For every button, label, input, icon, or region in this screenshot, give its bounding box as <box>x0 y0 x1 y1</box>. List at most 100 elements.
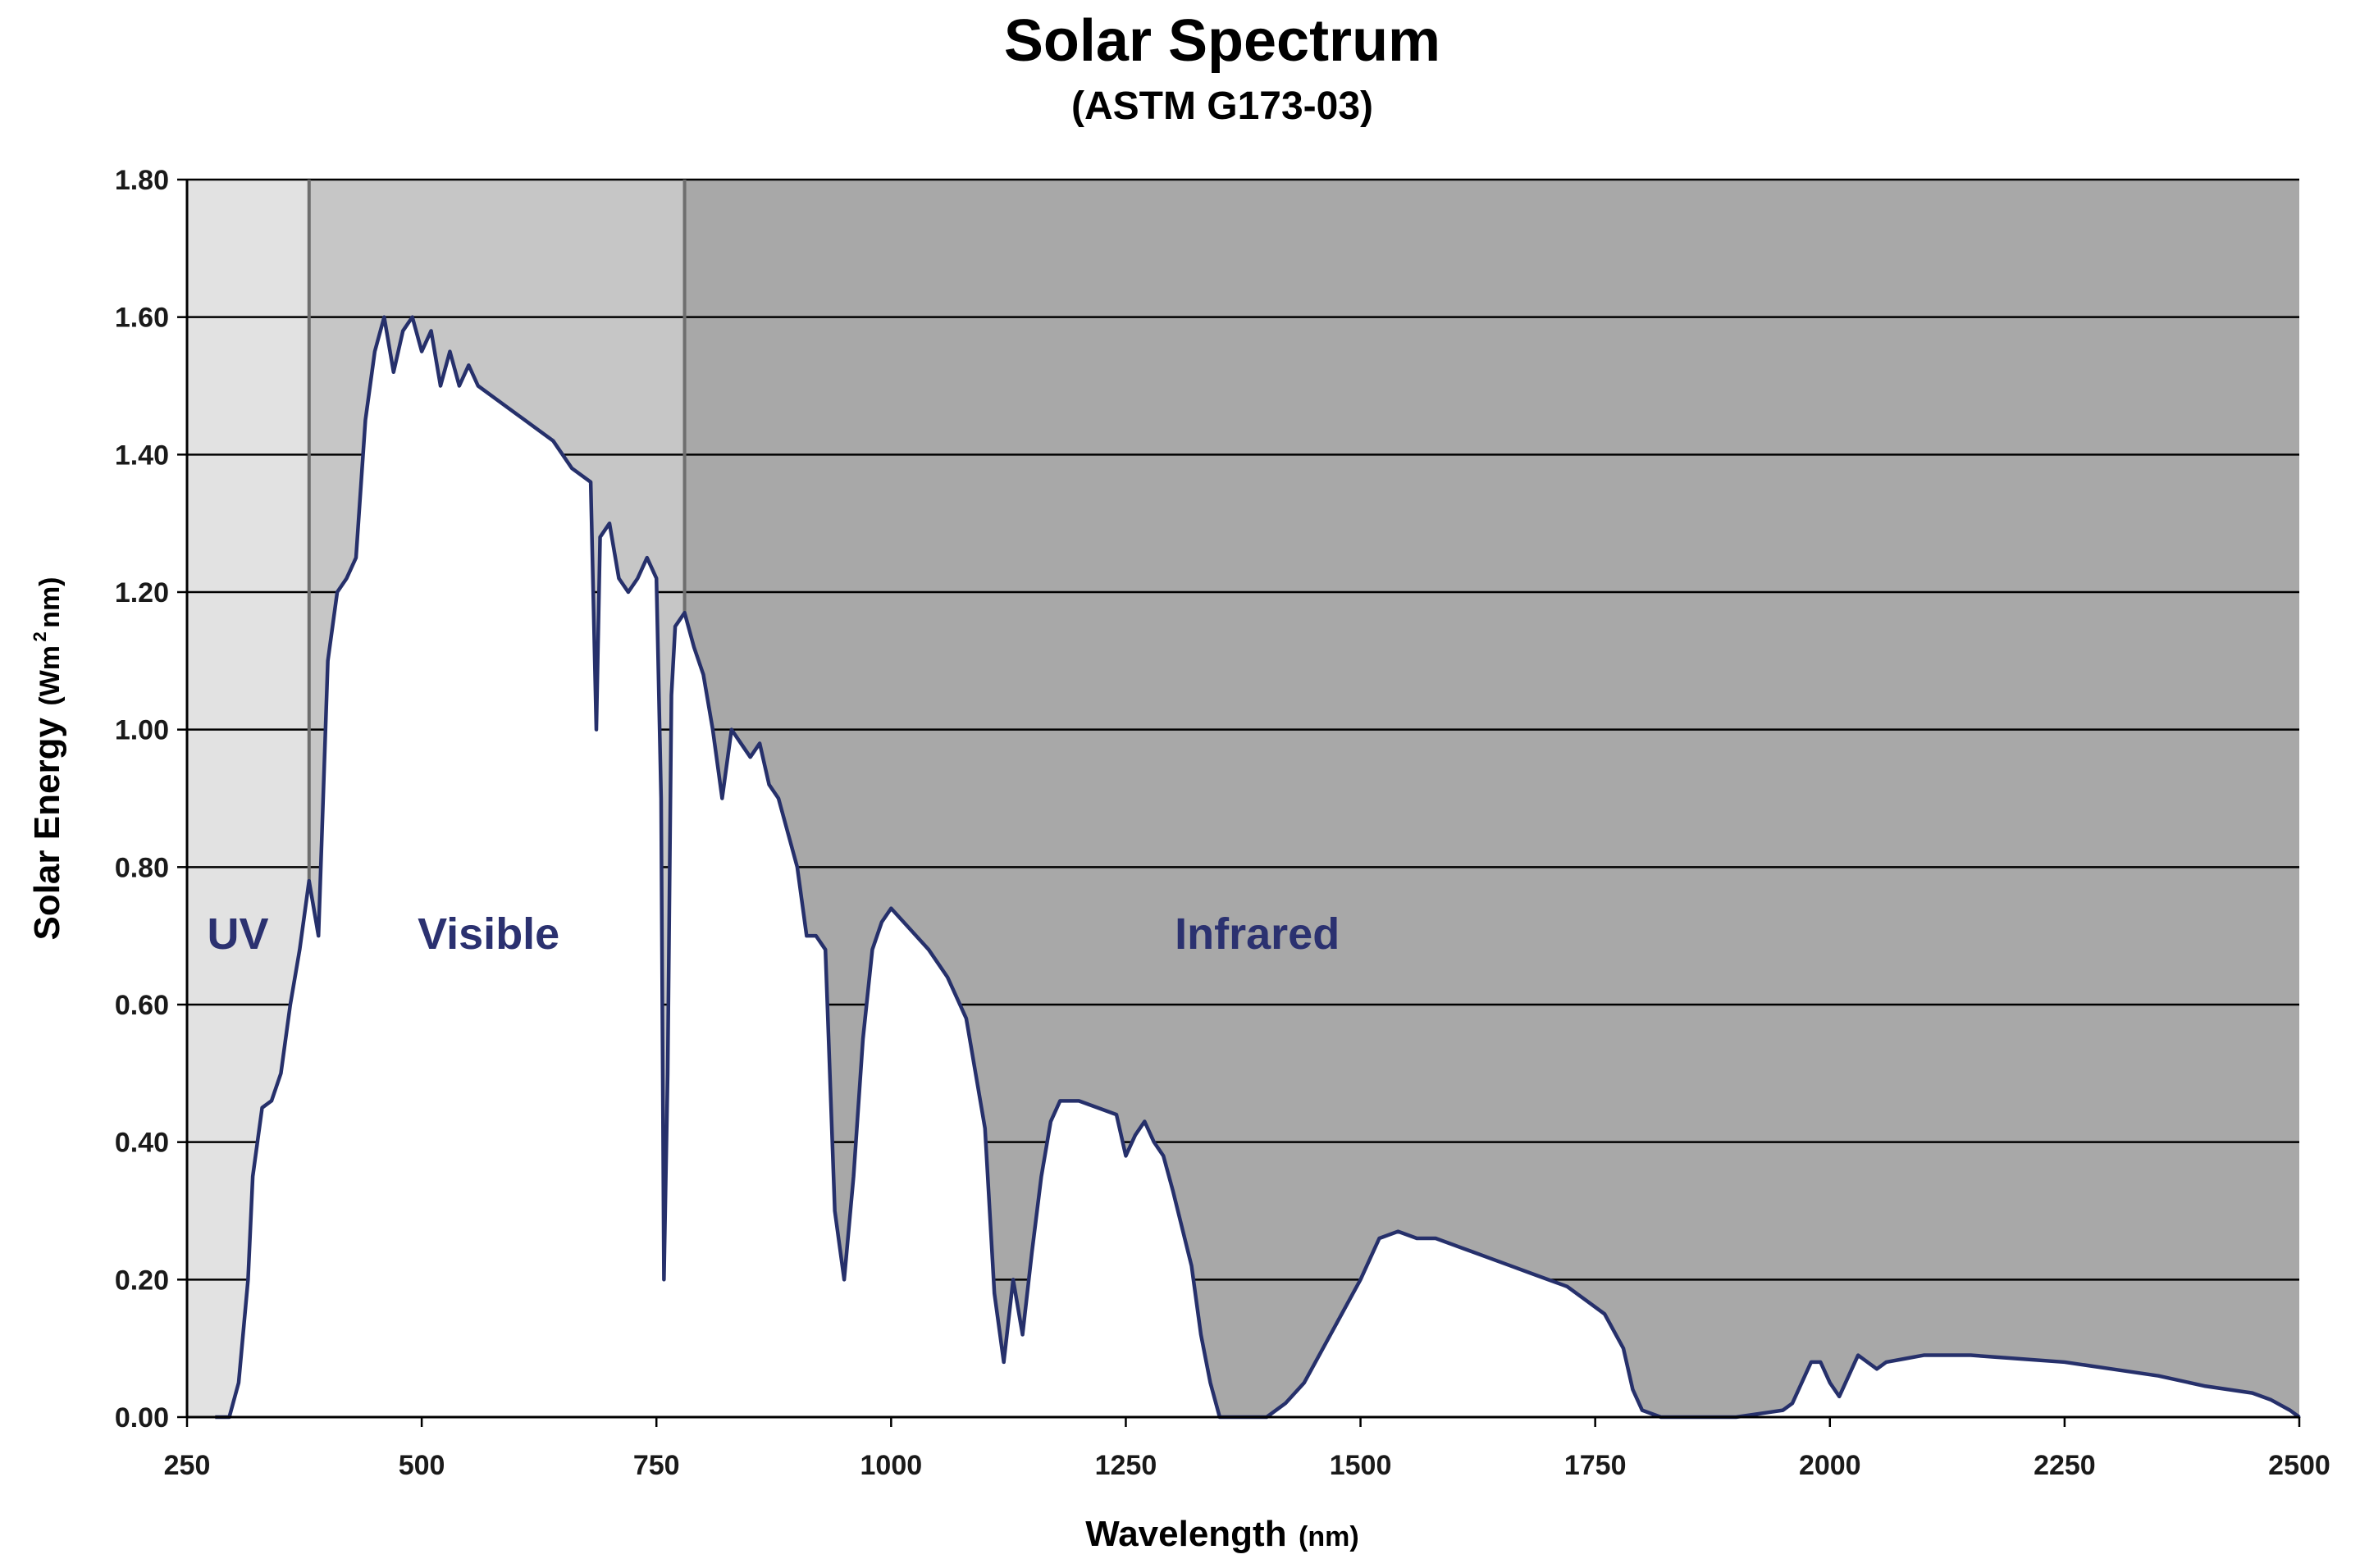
data-point <box>852 1175 856 1178</box>
data-point <box>595 728 598 732</box>
data-point <box>570 467 573 470</box>
y-tick-label: 1.80 <box>115 165 169 196</box>
data-point <box>1472 1251 1475 1254</box>
x-tick-label: 2250 <box>2034 1450 2096 1481</box>
data-point <box>1143 1120 1146 1124</box>
data-point <box>237 1381 240 1384</box>
data-point <box>662 1278 665 1281</box>
y-axis-title: Solar Energy <box>27 718 67 941</box>
data-point <box>646 556 649 559</box>
data-point <box>308 879 311 882</box>
data-point <box>298 948 301 951</box>
data-point <box>880 920 883 923</box>
data-point <box>261 1106 264 1110</box>
data-point <box>1453 1243 1456 1247</box>
data-point <box>636 577 639 580</box>
data-point <box>1124 1154 1127 1157</box>
data-point <box>1819 1361 1822 1364</box>
data-point <box>692 645 696 649</box>
y-tick-label: 0.20 <box>115 1265 169 1296</box>
data-point <box>993 1292 996 1295</box>
data-point <box>673 625 677 628</box>
data-point <box>2289 1409 2292 1412</box>
data-point <box>1096 1106 1099 1110</box>
data-point <box>467 363 470 367</box>
data-point <box>448 350 451 353</box>
data-point <box>861 1037 865 1041</box>
data-point <box>1002 1361 1006 1364</box>
data-point <box>1115 1113 1118 1116</box>
data-point <box>908 928 911 931</box>
data-point <box>439 385 442 387</box>
data-point <box>805 934 808 937</box>
data-point <box>1847 1374 1851 1378</box>
data-point <box>1782 1409 1785 1412</box>
data-point <box>965 1017 968 1020</box>
data-point <box>1208 1381 1212 1384</box>
data-point <box>1322 1347 1325 1350</box>
data-point <box>927 948 930 951</box>
region-labels: UV Visible Infrared <box>207 909 1340 959</box>
data-point <box>317 934 320 937</box>
data-point <box>1866 1361 1869 1364</box>
region-label-visible: Visible <box>418 909 559 959</box>
x-tick-label: 1500 <box>1330 1450 1392 1481</box>
data-point <box>768 783 771 786</box>
data-point <box>2251 1392 2254 1395</box>
data-point <box>1631 1388 1634 1391</box>
data-point <box>1969 1354 1972 1357</box>
x-tick-label: 250 <box>164 1450 211 1481</box>
data-point <box>532 426 536 429</box>
data-point <box>1791 1402 1794 1405</box>
data-point <box>495 398 499 401</box>
data-point <box>354 556 358 559</box>
x-axis-label: Wavelength (nm) <box>1085 1514 1358 1554</box>
data-point <box>2016 1357 2020 1361</box>
data-point <box>1058 1099 1061 1102</box>
y-tick-label: 0.00 <box>115 1402 169 1434</box>
data-point <box>2157 1374 2160 1378</box>
data-point <box>842 1278 846 1281</box>
data-point <box>1546 1278 1550 1281</box>
data-point <box>1162 1154 1165 1157</box>
y-tick-label: 0.60 <box>115 990 169 1021</box>
x-tick-label: 1750 <box>1564 1450 1627 1481</box>
y-tick-label: 1.20 <box>115 577 169 609</box>
data-point <box>758 741 761 745</box>
y-tick-label: 1.40 <box>115 440 169 471</box>
data-point <box>946 975 949 978</box>
data-point <box>2110 1367 2113 1370</box>
data-point <box>1021 1333 1025 1336</box>
data-point <box>730 728 733 732</box>
data-point <box>246 1278 249 1281</box>
data-point <box>251 1175 254 1178</box>
data-point <box>1528 1271 1531 1274</box>
data-point <box>289 1003 292 1006</box>
data-point <box>1377 1237 1381 1240</box>
x-tick-label: 2500 <box>2268 1450 2330 1481</box>
chart-subtitle: (ASTM G173-03) <box>1071 84 1373 128</box>
series-area-fill <box>215 317 2300 1418</box>
data-point <box>1584 1298 1587 1301</box>
data-point <box>666 1072 669 1075</box>
data-point <box>608 522 611 525</box>
data-point <box>617 577 620 580</box>
x-tick-label: 2000 <box>1799 1450 1861 1481</box>
data-point <box>363 418 367 422</box>
data-point <box>833 1210 837 1212</box>
data-point <box>1837 1395 1841 1398</box>
data-point <box>1856 1354 1860 1357</box>
data-point <box>1415 1237 1418 1240</box>
data-point <box>401 329 404 332</box>
data-point <box>279 1072 282 1075</box>
data-point <box>1011 1278 1015 1281</box>
data-point <box>1800 1381 1803 1384</box>
data-point <box>1284 1402 1287 1405</box>
data-point <box>1340 1312 1344 1315</box>
data-point <box>655 577 658 580</box>
data-point <box>1190 1265 1194 1268</box>
x-axis-title: Wavelength <box>1085 1514 1286 1554</box>
data-point <box>420 350 423 353</box>
y-tick-label: 1.60 <box>115 303 169 334</box>
